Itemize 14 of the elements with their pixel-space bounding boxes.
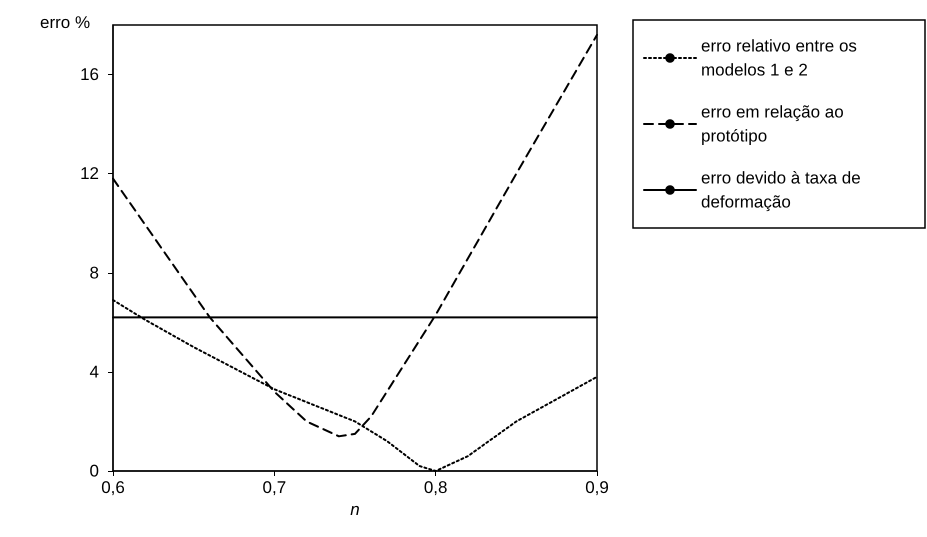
x-tick-label: 0,6	[101, 478, 125, 497]
legend-label: erro relativo entre os modelos 1 e 2	[701, 36, 862, 80]
y-tick-label: 0	[90, 462, 99, 480]
y-tick-label: 4	[90, 362, 99, 382]
y-axis-title: erro %	[40, 13, 90, 32]
legend-label: erro em relação ao protótipo	[701, 102, 848, 146]
y-tick-label: 16	[80, 65, 99, 84]
x-tick-label: 0,9	[585, 478, 609, 497]
x-axis-title: n	[350, 500, 360, 519]
y-tick-label: 8	[90, 263, 99, 282]
x-tick-label: 0,7	[262, 478, 286, 497]
y-tick-label: 12	[80, 164, 99, 184]
x-tick-label: 0,8	[424, 478, 448, 497]
legend-label: erro devido à taxa de deformação	[701, 168, 866, 212]
